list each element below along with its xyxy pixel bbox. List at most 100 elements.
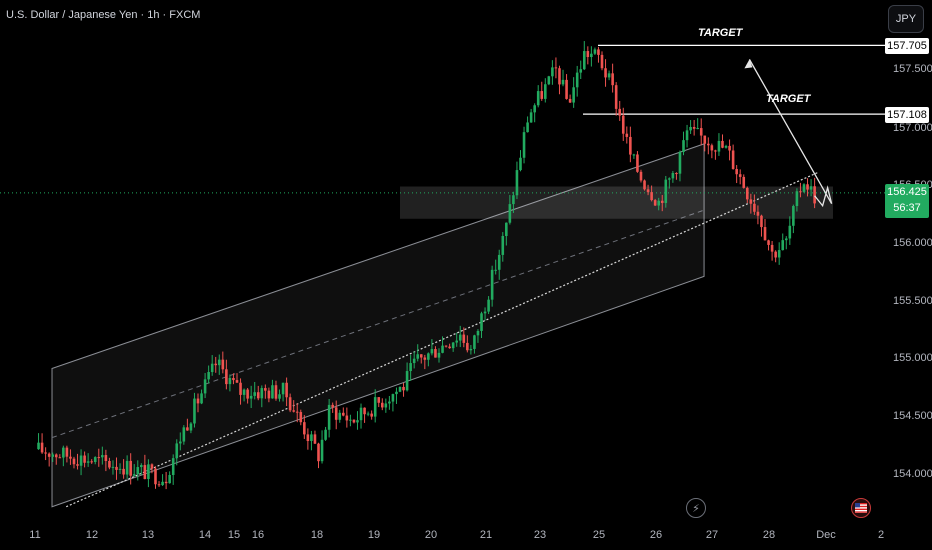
candle-body [324,429,327,440]
candle-body [724,145,728,148]
candle-body [345,415,349,421]
x-tick: 26 [649,529,663,541]
candle-body [809,186,813,190]
candle-body [717,140,721,152]
trendline [65,172,818,508]
candle-body [501,236,505,255]
candle-body [682,140,685,153]
candle-body [458,334,462,341]
candle-body [660,200,664,203]
candle-body [122,468,125,475]
candle-body [423,357,427,360]
candle-body [380,402,384,408]
candle-body [614,85,618,109]
candle-body [140,465,143,468]
candle-body [239,382,242,395]
candle-body [565,79,568,99]
lightning-icon[interactable]: ⚡︎ [686,498,706,518]
candle-body [473,335,476,349]
y-tick: 154.500 [893,410,932,422]
candle-body [742,176,746,188]
candle-body [721,140,724,148]
candle-body [749,199,753,204]
candle-body [533,105,536,113]
candle-body [731,150,735,169]
candle-body [650,192,653,201]
candle-body [494,269,497,271]
candle-body [536,91,540,106]
candle-body [664,179,668,203]
candle-body [221,359,225,370]
x-tick: 28 [762,529,776,541]
candle-body [639,171,643,181]
candle-body [267,390,271,399]
candle-body [288,397,292,411]
candle-body [675,173,678,175]
candle-body [515,170,519,196]
candle-body [512,195,515,205]
candle-body [572,87,575,103]
candle-body [529,112,533,123]
candle-body [47,453,51,457]
candle-body [384,403,388,408]
candle-body [363,407,366,415]
candle-body [483,311,487,314]
candle-body [65,447,69,457]
candle-body [143,465,147,480]
candle-body [186,427,189,431]
candle-body [611,73,614,86]
target-label-1: TARGET [698,27,743,39]
candle-body [317,443,320,462]
candle-body [745,187,749,200]
candle-body [427,353,430,360]
candle-body [44,452,47,454]
y-tick: 154.000 [893,468,932,480]
candle-body [579,69,583,73]
x-tick: 15 [227,529,241,541]
candle-body [554,67,558,69]
candle-body [313,434,317,444]
x-tick: 2 [877,529,885,541]
candle-body [129,460,132,476]
candle-body [522,132,526,158]
candle-body [86,461,90,463]
candle-body [359,407,363,421]
candle-body [735,168,738,175]
candle-body [306,434,310,442]
us-flag-icon[interactable] [851,498,871,518]
candle-body [108,460,111,468]
candle-body [111,466,115,468]
candle-body [338,412,342,420]
candle-body [271,385,274,399]
x-tick: 19 [367,529,381,541]
candle-body [540,91,544,99]
x-tick: 20 [424,529,438,541]
candle-body [544,84,547,99]
candle-body [182,427,186,442]
candle-body [72,458,76,465]
candle-body [40,442,44,453]
currency-button[interactable]: JPY [888,5,924,33]
bar-countdown: 56:37 [893,202,921,214]
candle-body [69,456,72,459]
projection-path [748,59,833,208]
candle-body [54,454,58,458]
candle-body [51,454,55,457]
candle-body [685,130,689,141]
candle-body [90,461,93,463]
candle-body [228,377,232,385]
candle-body [643,180,646,190]
symbol-title: U.S. Dollar / Japanese Yen · 1h · FXCM [6,9,201,21]
candle-body [653,200,657,206]
y-tick: 156.000 [893,237,932,249]
x-tick: 25 [592,529,606,541]
candle-body [795,191,799,207]
candle-body [547,76,551,85]
candle-body [327,404,331,430]
candle-body [671,173,675,179]
candle-body [756,211,760,216]
candle-body [320,439,324,462]
candle-body [402,386,405,391]
candle-body [281,382,285,395]
